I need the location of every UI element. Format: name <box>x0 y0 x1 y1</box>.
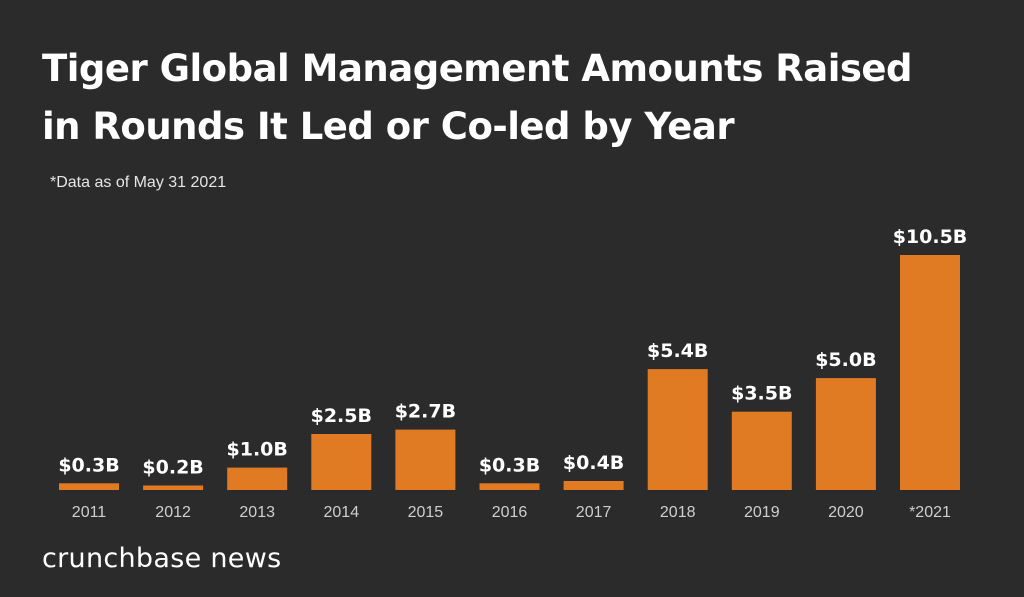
data-label-2021: $10.5B <box>893 226 968 248</box>
data-label-2012: $0.2B <box>142 457 203 479</box>
bar-2015 <box>395 429 456 490</box>
x-tick-label-2012: 2012 <box>155 504 191 521</box>
data-label-2020: $5.0B <box>815 349 876 371</box>
bar-2013 <box>227 467 288 490</box>
data-label-2013: $1.0B <box>227 439 288 461</box>
x-tick-label-2011: 2011 <box>72 504 107 521</box>
x-tick-label-2016: 2016 <box>492 504 528 521</box>
bar-2020 <box>815 378 876 490</box>
data-label-2011: $0.3B <box>58 454 119 476</box>
data-note: *Data as of May 31 2021 <box>50 174 227 191</box>
data-label-2014: $2.5B <box>311 405 372 427</box>
chart-title-line-1: Tiger Global Management Amounts Raised <box>42 47 912 90</box>
x-tick-label-2013: 2013 <box>239 504 275 521</box>
data-label-2015: $2.7B <box>395 401 456 423</box>
x-tick-label-2017: 2017 <box>576 504 612 521</box>
bar-2011 <box>59 483 119 490</box>
data-label-2018: $5.4B <box>647 340 708 362</box>
x-tick-label-2018: 2018 <box>660 504 696 521</box>
bar-2014 <box>311 434 372 490</box>
bar-2018 <box>647 369 708 490</box>
x-tick-label-2020: 2020 <box>828 504 864 521</box>
x-tick-label-2015: 2015 <box>408 504 444 521</box>
brand-logo-text: crunchbase news <box>42 543 282 574</box>
bar-2012 <box>143 485 204 490</box>
bar-2021 <box>900 255 960 490</box>
x-tick-label-2014: 2014 <box>324 504 360 521</box>
chart-title: Tiger Global Management Amounts Raised i… <box>42 40 1002 156</box>
bar-2019 <box>731 411 792 490</box>
x-tick-label-2021: *2021 <box>909 504 951 521</box>
chart-title-line-2: in Rounds It Led or Co-led by Year <box>42 105 735 148</box>
data-label-2019: $3.5B <box>731 383 792 405</box>
data-label-2016: $0.3B <box>479 454 540 476</box>
bar-2017 <box>563 481 624 490</box>
bar-2016 <box>479 483 540 490</box>
x-tick-label-2019: 2019 <box>744 504 780 521</box>
data-label-2017: $0.4B <box>563 452 624 474</box>
